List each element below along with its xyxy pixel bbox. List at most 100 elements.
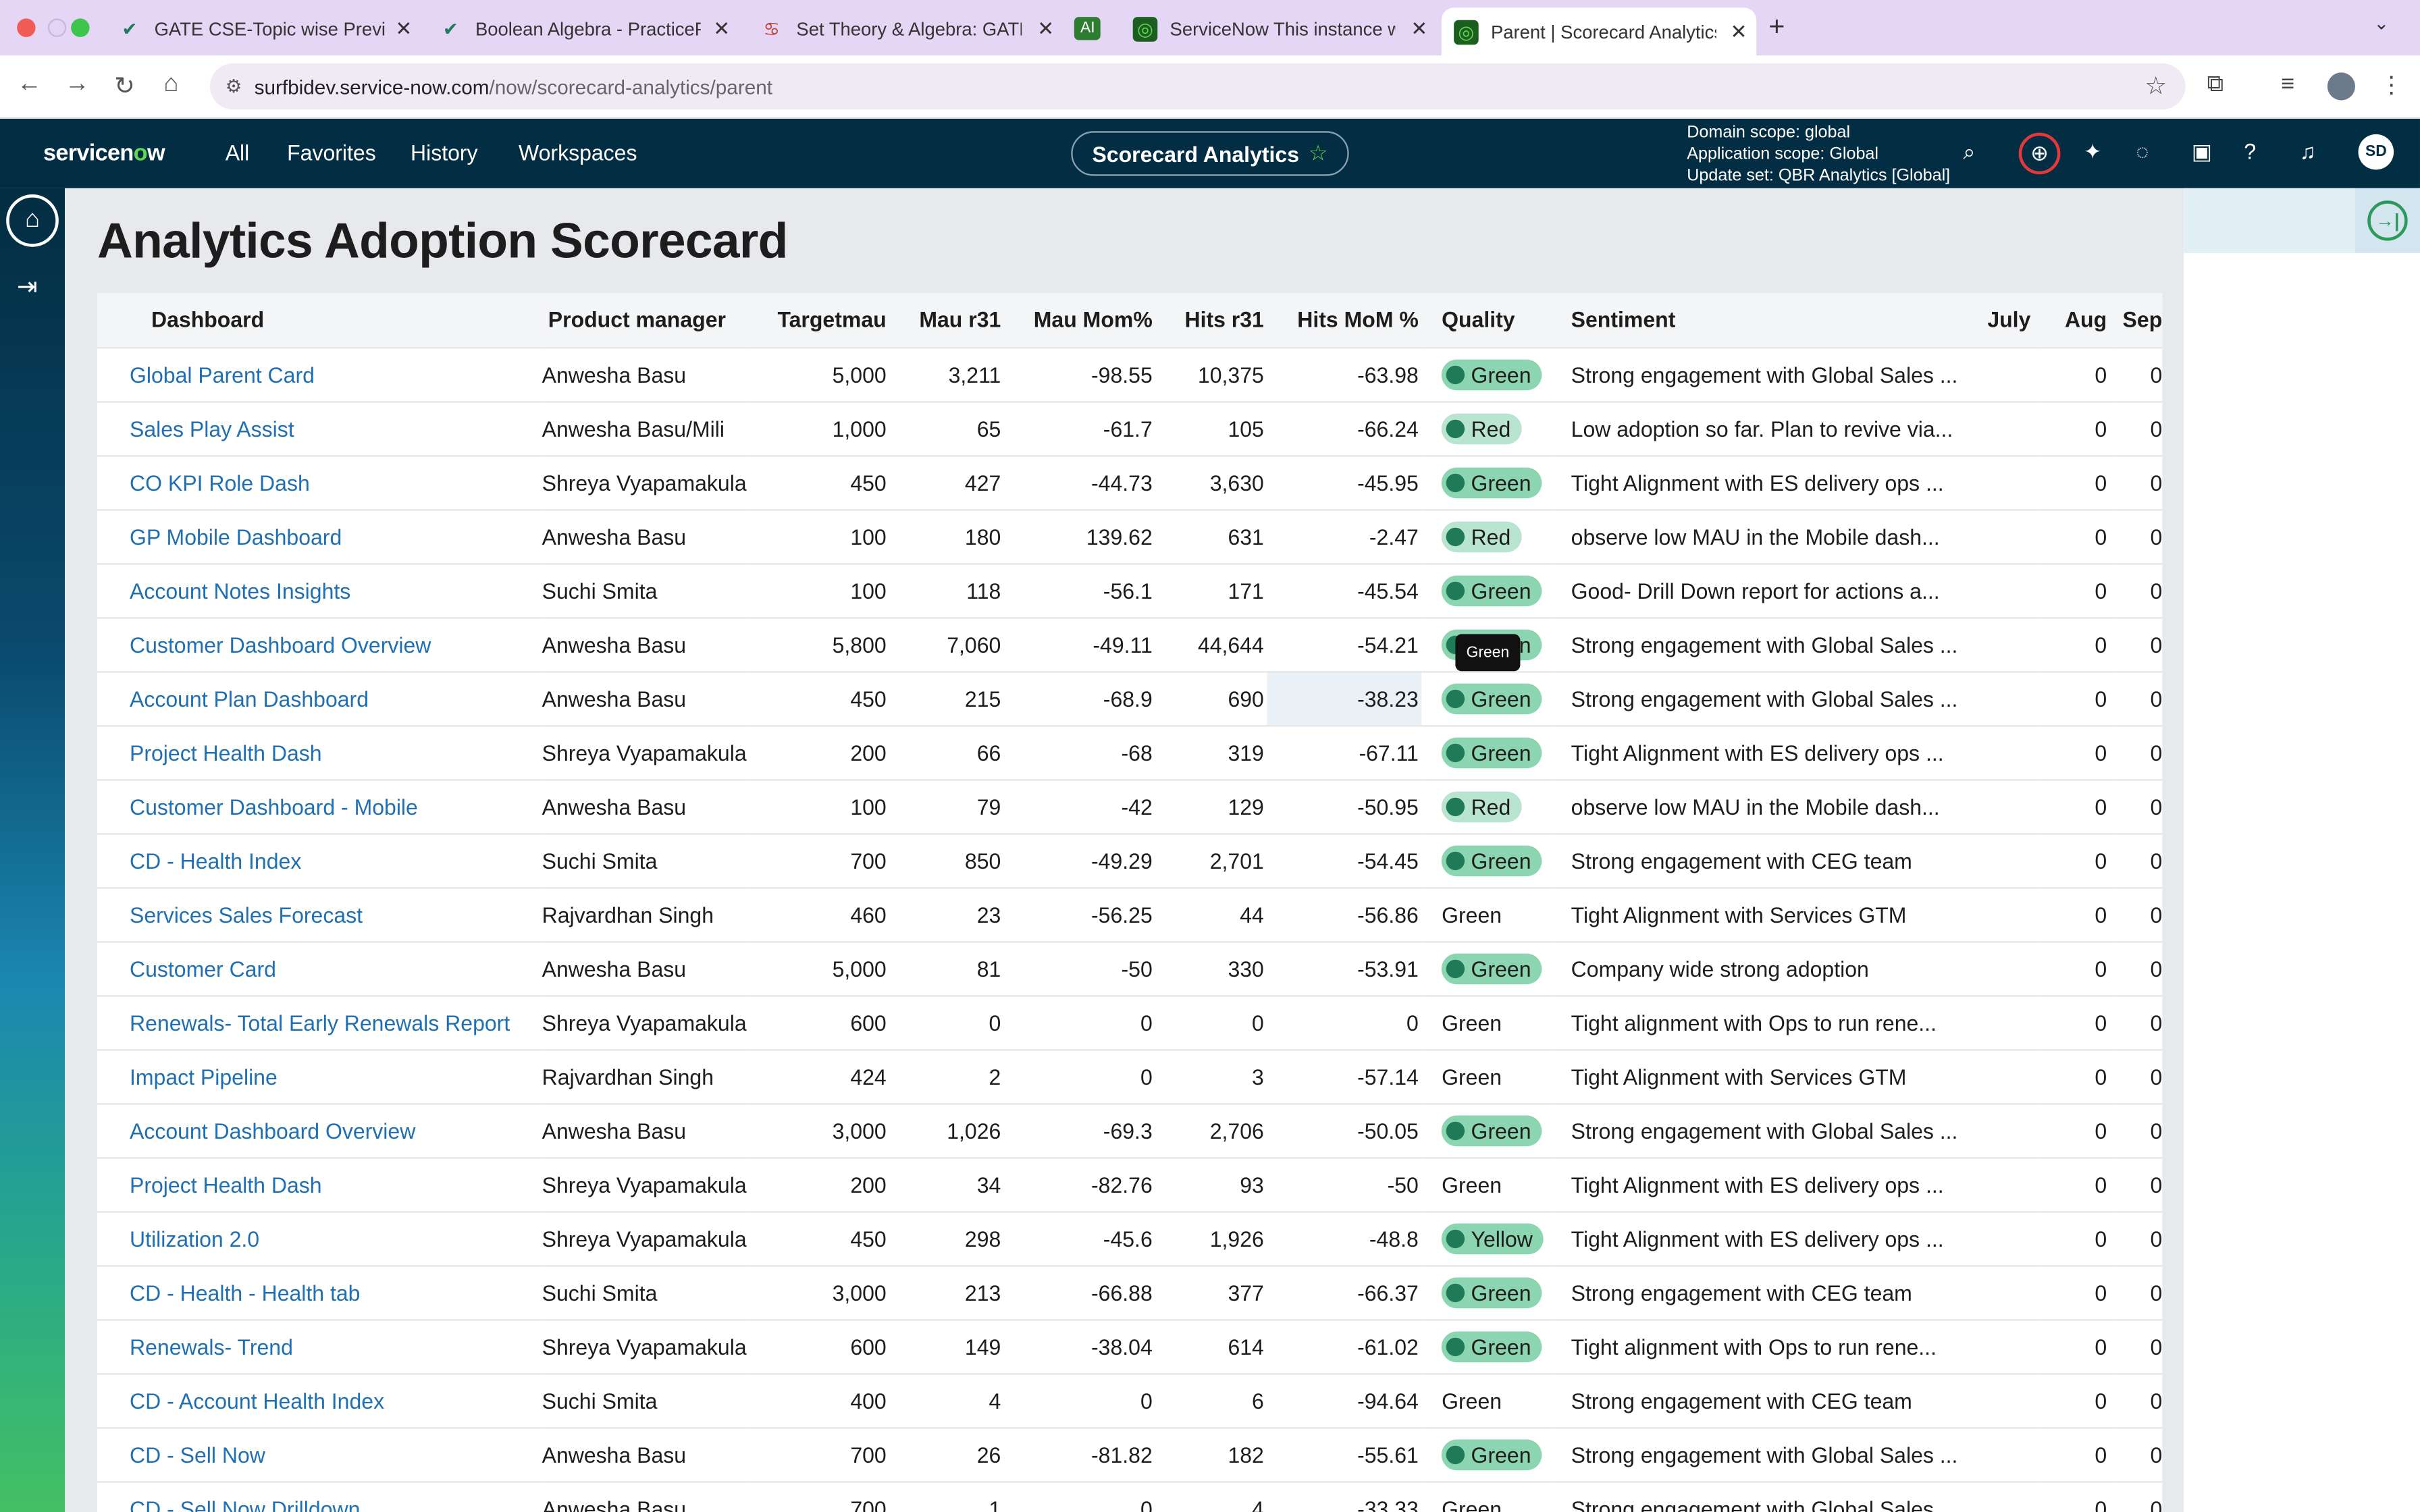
inbox-icon[interactable]: ▣ xyxy=(2191,138,2212,164)
table-row[interactable]: Customer Dashboard Overview Anwesha Basu 5… xyxy=(97,616,2163,672)
dashboard-link[interactable]: Sales Play Assist xyxy=(129,415,294,441)
app-title-pill[interactable]: Scorecard Analytics ☆ xyxy=(1071,131,1349,176)
close-tab-icon[interactable]: ✕ xyxy=(713,16,731,40)
chevron-down-icon[interactable]: ⌄ xyxy=(2373,12,2390,34)
dashboard-link[interactable]: CD - Sell Now xyxy=(129,1441,265,1467)
dashboard-link[interactable]: CD - Health Index xyxy=(129,847,302,873)
table-row[interactable]: CD - Health - Health tab Suchi Smita 3,000… xyxy=(97,1264,2163,1320)
scope-info[interactable]: Domain scope: global Application scope: … xyxy=(1687,122,1950,187)
table-row[interactable]: Global Parent Card Anwesha Basu 5,000 3,211… xyxy=(97,346,2163,402)
dashboard-link[interactable]: Global Parent Card xyxy=(129,361,315,387)
dashboard-link[interactable]: Customer Dashboard Overview xyxy=(129,631,431,657)
dashboard-link[interactable]: Account Plan Dashboard xyxy=(129,685,369,711)
nav-workspaces[interactable]: Workspaces xyxy=(518,140,637,165)
more-menu-icon[interactable]: ⋮ xyxy=(2379,72,2403,99)
home-icon[interactable]: ⌂ xyxy=(6,194,59,247)
dashboard-link[interactable]: CD - Sell Now Drilldown xyxy=(129,1496,361,1512)
url-input[interactable]: ⚙ surfbidev.service-now.com/now/scorecar… xyxy=(209,63,2186,110)
column-header-aug[interactable]: Aug xyxy=(2040,293,2116,348)
table-row[interactable]: CD - Sell Now Anwesha Basu 700 26 -81.82 182-… xyxy=(97,1426,2163,1482)
bookmark-star-icon[interactable]: ☆ xyxy=(2145,74,2167,101)
table-row[interactable]: Customer Card Anwesha Basu 5,000 81 -50 330 -5… xyxy=(97,940,2163,996)
dashboard-link[interactable]: GP Mobile Dashboard xyxy=(129,523,342,549)
globe-icon[interactable]: ⊕ xyxy=(2018,132,2061,175)
media-icon[interactable]: ≡ xyxy=(2281,71,2295,97)
browser-tab-active[interactable]: ◎ Parent | Scorecard Analytics ✕ xyxy=(1441,7,1757,56)
nav-all[interactable]: All xyxy=(225,140,250,165)
dashboard-link[interactable]: Account Notes Insights xyxy=(129,577,351,603)
expand-panel-button[interactable]: →| xyxy=(2355,188,2420,253)
back-icon[interactable]: ← xyxy=(17,71,42,97)
user-avatar[interactable]: SD xyxy=(2358,134,2394,170)
sign-out-icon[interactable]: ⇥ xyxy=(17,274,38,301)
dashboard-link[interactable]: CD - Health - Health tab xyxy=(129,1279,361,1305)
table-row[interactable]: Account Dashboard Overview Anwesha Basu 3,… xyxy=(97,1102,2163,1158)
column-header-quality[interactable]: Quality xyxy=(1421,293,1551,348)
table-row[interactable]: GP Mobile Dashboard Anwesha Basu 100 180 139… xyxy=(97,508,2163,564)
profile-avatar[interactable] xyxy=(2327,72,2355,101)
help-icon[interactable]: ? xyxy=(2244,138,2257,164)
column-header-sep[interactable]: Sep xyxy=(2115,293,2163,348)
column-header-targetmau[interactable]: Targetmau xyxy=(747,293,890,348)
dashboard-link[interactable]: Utilization 2.0 xyxy=(129,1225,260,1251)
table-row[interactable]: CD - Account Health Index Suchi Smita 400 4… xyxy=(97,1372,2163,1428)
browser-tab[interactable]: ♋ Set Theory & Algebra: GATE ✕ xyxy=(747,7,1063,49)
column-header-hits-mom[interactable]: Hits MoM % xyxy=(1267,293,1422,348)
table-row[interactable]: CD - Sell Now Drilldown Anwesha Basu 700 1 0… xyxy=(97,1480,2163,1512)
browser-tab[interactable]: ◎ ServiceNow This instance wa ✕ xyxy=(1120,7,1437,49)
dashboard-link[interactable]: Customer Card xyxy=(129,955,276,981)
reload-icon[interactable]: ↻ xyxy=(114,74,135,101)
table-row[interactable]: CO KPI Role Dash Shreya Vyapamakula 450 427… xyxy=(97,454,2163,510)
dashboard-link[interactable]: Renewals- Trend xyxy=(129,1333,293,1359)
dashboard-link[interactable]: Project Health Dash xyxy=(129,739,322,765)
table-row[interactable]: Account Plan Dashboard Anwesha Basu 450 215… xyxy=(97,670,2163,726)
favorite-star-icon[interactable]: ☆ xyxy=(1308,140,1328,165)
dashboard-link[interactable]: Account Dashboard Overview xyxy=(129,1117,416,1143)
table-row[interactable]: Services Sales Forecast Rajvardhan Singh 4… xyxy=(97,886,2163,942)
table-row[interactable]: Renewals- Total Early Renewals Report Shr… xyxy=(97,994,2163,1050)
column-header-mau-mom[interactable]: Mau Mom% xyxy=(1003,293,1156,348)
column-header-july[interactable]: July xyxy=(1957,293,2041,348)
column-header-product-manager[interactable]: Product manager xyxy=(542,293,747,348)
dashboard-link[interactable]: Impact Pipeline xyxy=(129,1063,278,1089)
forward-icon[interactable]: → xyxy=(64,71,90,97)
dashboard-link[interactable]: CO KPI Role Dash xyxy=(129,469,310,495)
new-tab-button[interactable]: + xyxy=(1768,10,1785,42)
chat-icon[interactable]: ◌ xyxy=(2136,138,2149,164)
column-header-hits-r31[interactable]: Hits r31 xyxy=(1155,293,1267,348)
table-row[interactable]: Project Health Dash Shreya Vyapamakula 200… xyxy=(97,724,2163,780)
table-row[interactable]: Impact Pipeline Rajvardhan Singh 424 2 0 3 -57… xyxy=(97,1048,2163,1104)
maximize-window-button[interactable] xyxy=(71,18,90,37)
nav-favorites[interactable]: Favorites xyxy=(287,140,376,165)
browser-tab[interactable]: ✔ GATE CSE-Topic wise Previou ✕ xyxy=(105,7,421,49)
search-icon[interactable]: ⌕ xyxy=(1963,138,1976,164)
home-icon[interactable]: ⌂ xyxy=(163,71,179,97)
dashboard-link[interactable]: Project Health Dash xyxy=(129,1171,322,1197)
table-row[interactable]: CD - Health Index Suchi Smita 700 850 -49.29… xyxy=(97,832,2163,888)
column-header-sentiment[interactable]: Sentiment xyxy=(1550,293,1958,348)
nav-history[interactable]: History xyxy=(410,140,478,165)
table-row[interactable]: Utilization 2.0 Shreya Vyapamakula 450 298-… xyxy=(97,1210,2163,1266)
close-tab-icon[interactable]: ✕ xyxy=(395,16,413,40)
column-header-mau-r31[interactable]: Mau r31 xyxy=(889,293,1004,348)
table-row[interactable]: Project Health Dash Shreya Vyapamakula 200… xyxy=(97,1156,2163,1212)
close-tab-icon[interactable]: ✕ xyxy=(1411,16,1428,40)
table-row[interactable]: Sales Play Assist Anwesha Basu/Mili 1,000 6… xyxy=(97,400,2163,456)
table-row[interactable]: Account Notes Insights Suchi Smita 100 118-… xyxy=(97,562,2163,618)
dashboard-link[interactable]: Customer Dashboard - Mobile xyxy=(129,793,418,819)
bell-icon[interactable]: ♫ xyxy=(2299,138,2316,164)
extensions-icon[interactable]: ⧉ xyxy=(2207,71,2224,97)
site-info-icon[interactable]: ⚙ xyxy=(225,75,242,97)
browser-tab[interactable]: AI xyxy=(1068,7,1115,49)
dashboard-link[interactable]: Services Sales Forecast xyxy=(129,901,363,927)
close-tab-icon[interactable]: ✕ xyxy=(1730,19,1747,43)
dashboard-link[interactable]: Renewals- Total Early Renewals Report xyxy=(129,1009,510,1035)
close-window-button[interactable] xyxy=(17,18,36,37)
table-row[interactable]: Renewals- Trend Shreya Vyapamakula 600 149-… xyxy=(97,1318,2163,1374)
servicenow-logo[interactable]: servicenow xyxy=(43,140,165,167)
dashboard-link[interactable]: CD - Account Health Index xyxy=(129,1387,385,1413)
close-tab-icon[interactable]: ✕ xyxy=(1037,16,1055,40)
table-row[interactable]: Customer Dashboard - Mobile Anwesha Basu 1… xyxy=(97,778,2163,834)
minimize-window-button[interactable] xyxy=(47,18,67,37)
column-header-dashboard[interactable]: Dashboard xyxy=(97,293,542,348)
